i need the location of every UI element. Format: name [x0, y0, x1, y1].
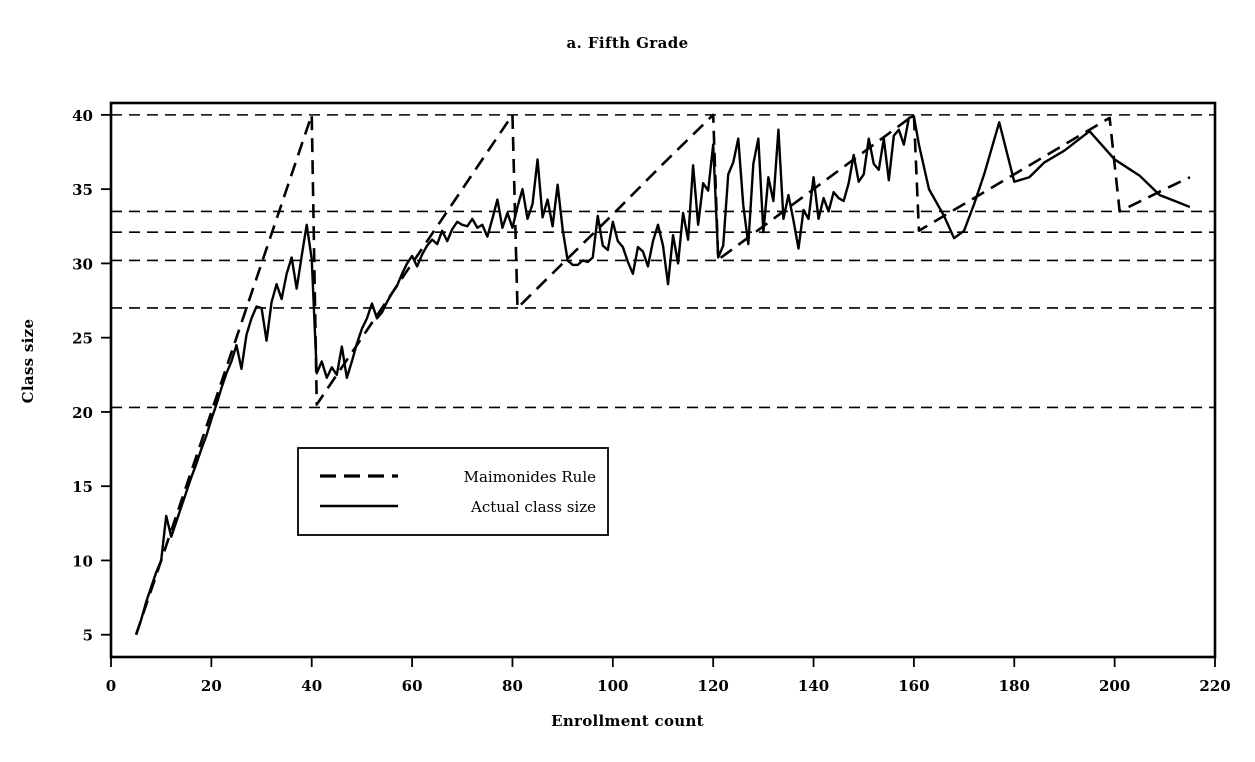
x-tick-label: 0: [106, 677, 116, 695]
plot-border: [109, 101, 1217, 659]
x-tick-label: 180: [999, 677, 1030, 695]
x-tick-label: 80: [502, 677, 523, 695]
x-tick-label: 120: [698, 677, 729, 695]
y-tick-label: 15: [72, 478, 93, 496]
axis-ticks: 0 20 40 60 80 100 120 140 160 180 200 220 5 10 15 20 25 3…: [72, 107, 1231, 695]
series-line-actual-class-size: [134, 115, 1191, 636]
x-tick-label: 160: [898, 677, 929, 695]
legend-label: Actual class size: [470, 498, 596, 516]
series-line-maimonides-rule: [134, 113, 1191, 636]
series-group: [134, 113, 1191, 636]
y-tick-label: 35: [72, 181, 93, 199]
y-tick-label: 10: [72, 552, 93, 570]
y-tick-label: 40: [72, 107, 93, 125]
y-tick-label: 5: [83, 627, 93, 645]
legend: Maimonides Rule Actual class size: [297, 447, 609, 536]
x-tick-label: 220: [1199, 677, 1230, 695]
x-tick-label: 200: [1099, 677, 1130, 695]
plot-frame: [109, 101, 1217, 659]
x-tick-label: 20: [201, 677, 222, 695]
page-title: a. Fifth Grade: [566, 34, 689, 52]
x-axis-label: Enrollment count: [551, 712, 704, 730]
legend-box: [297, 447, 609, 536]
y-tick-label: 30: [72, 255, 93, 273]
x-tick-label: 40: [301, 677, 322, 695]
x-tick-label: 60: [402, 677, 423, 695]
legend-label: Maimonides Rule: [464, 468, 597, 486]
y-tick-label: 20: [72, 404, 93, 422]
y-axis-label: Class size: [19, 318, 37, 404]
gridlines: [111, 114, 1215, 409]
x-tick-label: 140: [798, 677, 829, 695]
x-tick-label: 100: [597, 677, 628, 695]
y-tick-label: 25: [72, 330, 93, 348]
